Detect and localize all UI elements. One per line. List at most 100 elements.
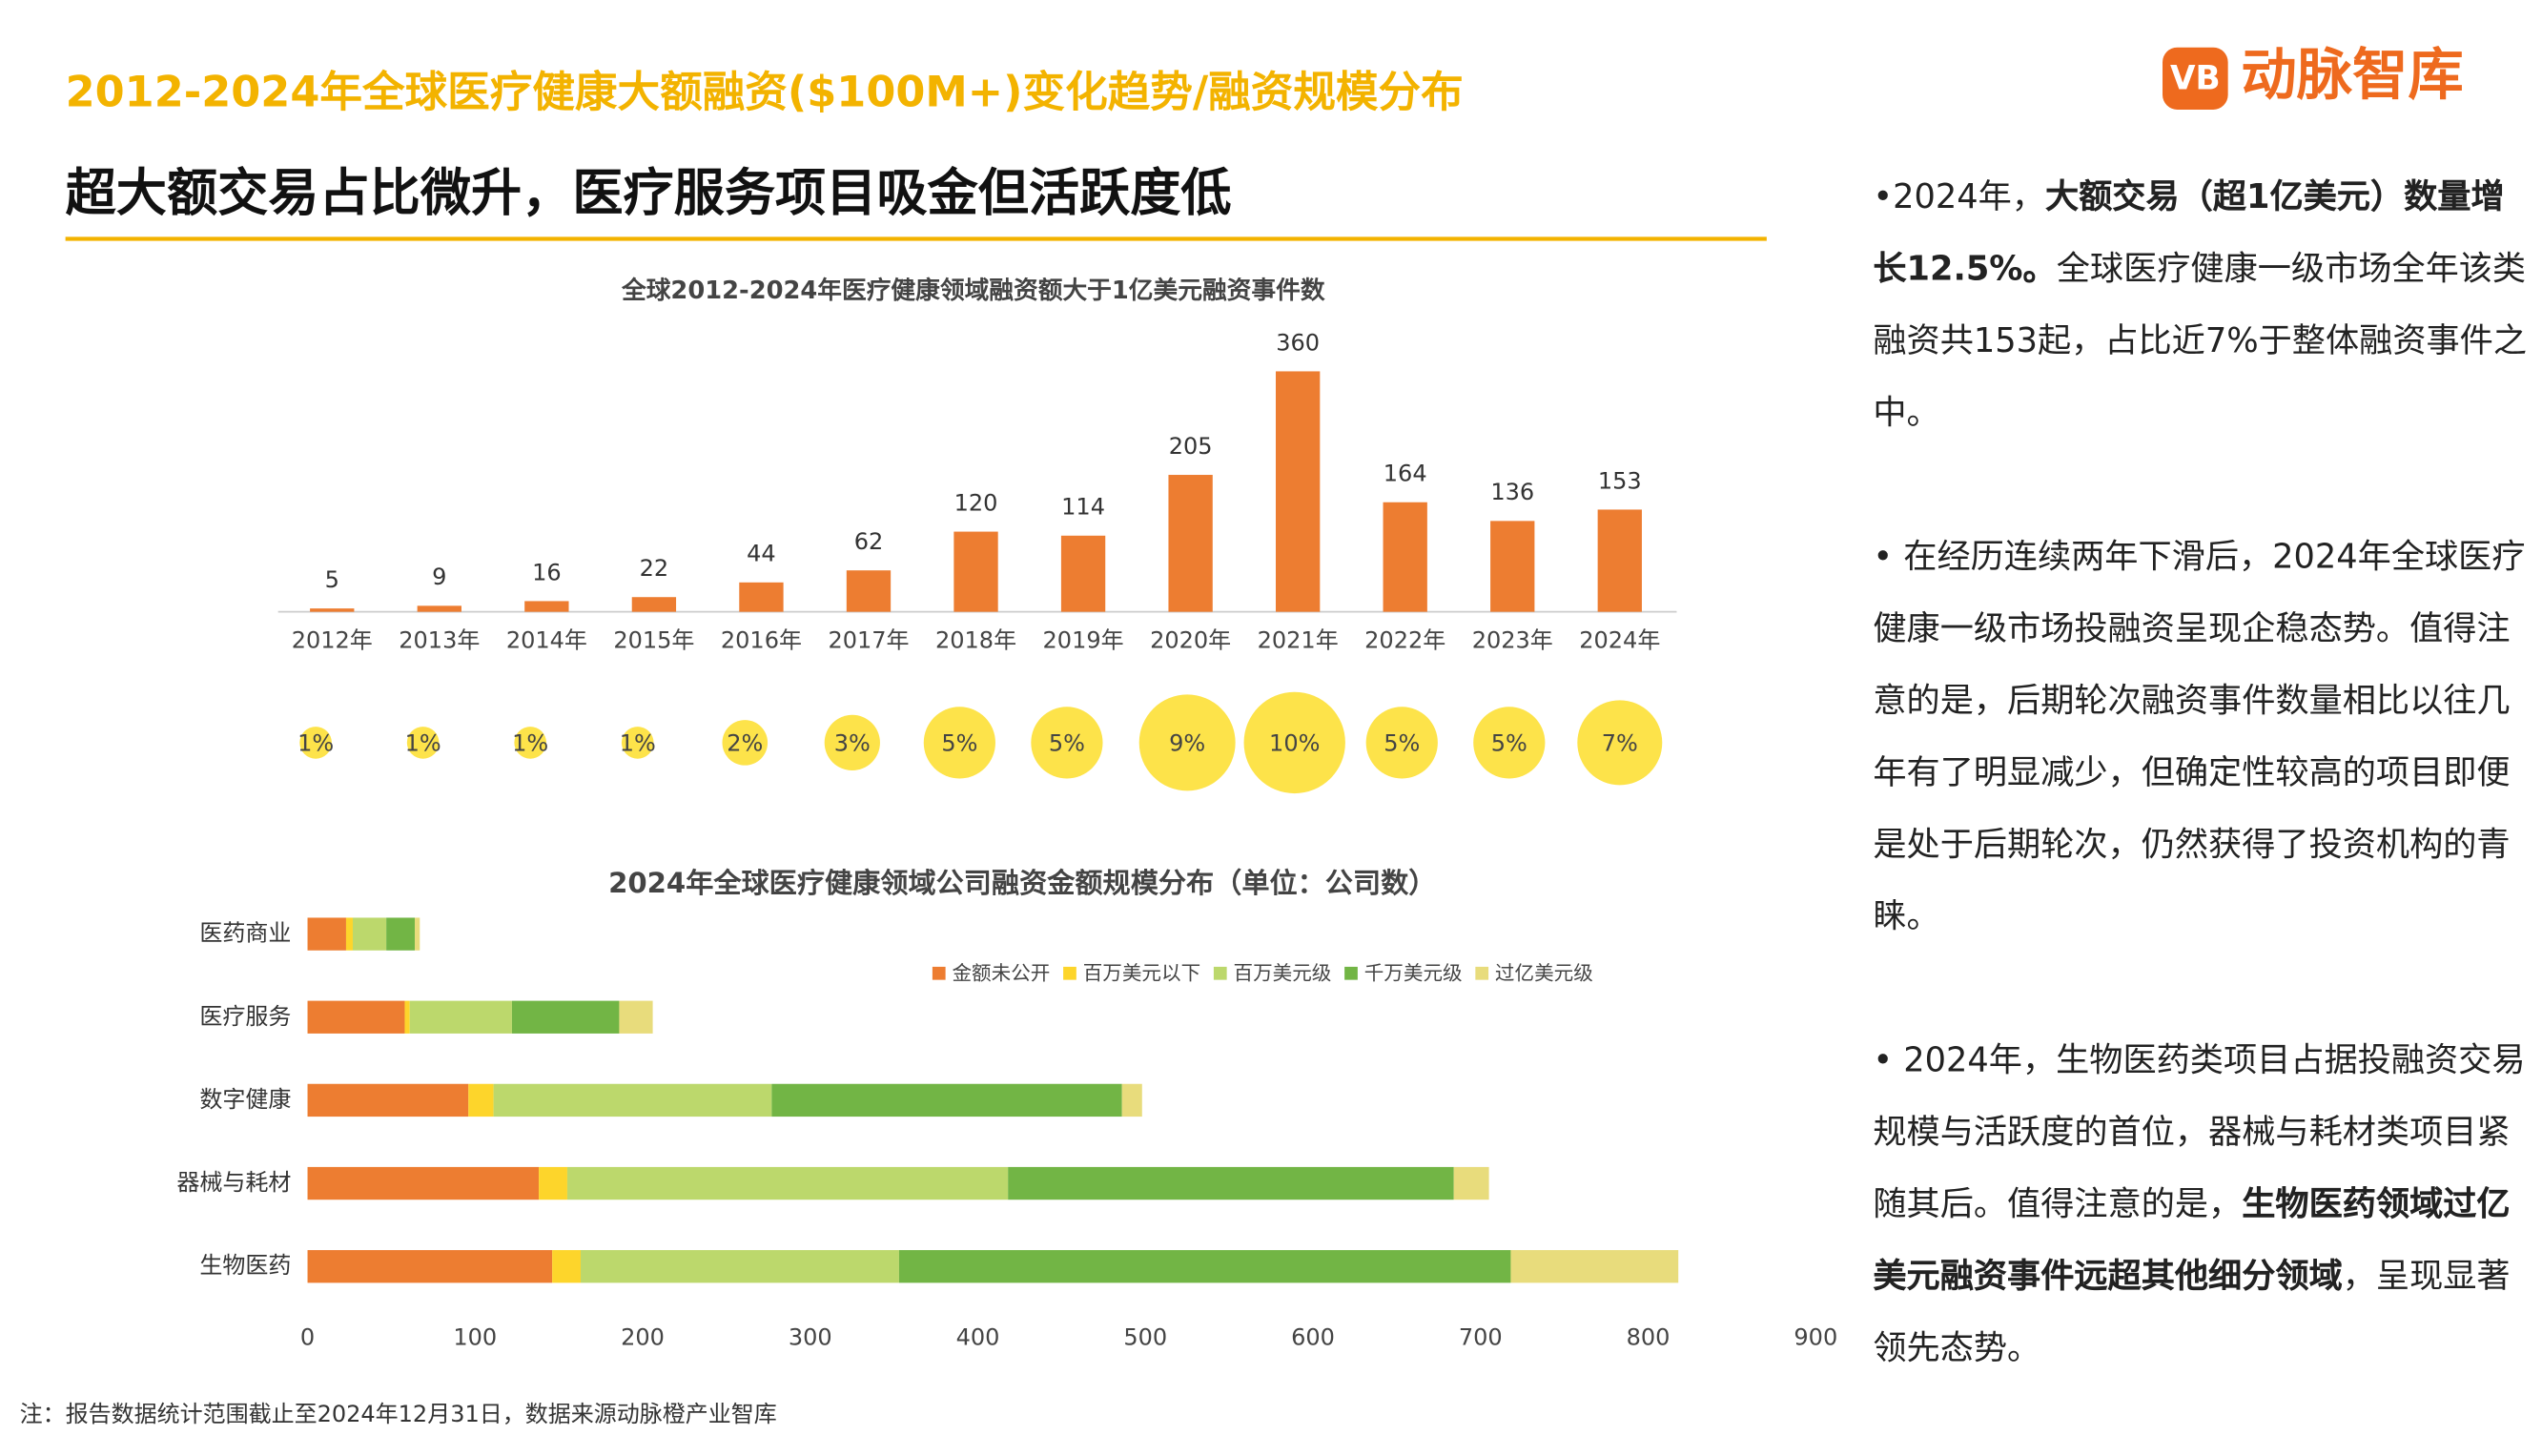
share-label: 5% (1384, 730, 1420, 757)
bar-segment (409, 1000, 512, 1034)
share-label: 3% (834, 730, 871, 757)
share-bubble (1138, 694, 1236, 791)
x-tick-label: 2014年 (506, 627, 587, 654)
bar-segment (307, 1166, 540, 1200)
bar (739, 582, 784, 612)
bar-segment (493, 1083, 772, 1118)
x-tick-label: 2018年 (935, 627, 1016, 654)
share-label: 7% (1602, 730, 1638, 757)
text-segment: • 在经历连续两年下滑后，2024年全球医疗健康一级市场投融资呈现企稳态势。值得… (1873, 536, 2526, 936)
bar-segment (898, 1250, 1511, 1283)
data-label: 136 (1490, 479, 1534, 505)
chart-title: 全球2012-2024年医疗健康领域融资额大于1亿美元融资事件数 (621, 276, 1325, 305)
x-tick-label: 0 (300, 1323, 315, 1350)
data-label: 22 (640, 555, 669, 582)
bar-segment (307, 1083, 469, 1118)
bar-segment (511, 1000, 620, 1034)
bar (1490, 521, 1535, 612)
bar (1060, 535, 1106, 612)
bar (1597, 509, 1642, 612)
logo-icon: VB (2170, 60, 2221, 98)
text-segment: • 2024年，生物医药类项目占据投融资交易规模与活跃度的首位，器械与耗材类项目… (1873, 1040, 2526, 1224)
data-label: 44 (747, 541, 776, 567)
bar-segment (581, 1250, 899, 1283)
paragraph: •2024年，大额交易（超1亿美元）数量增长12.5%。全球医疗健康一级市场全年… (1873, 160, 2531, 448)
bar (1275, 371, 1321, 612)
bar-segment (1121, 1083, 1142, 1118)
share-bubble (1473, 707, 1546, 779)
text-segment: 生物医药领域过亿美元融资事件远超其他细分领域 (1873, 1184, 2511, 1296)
bar (953, 531, 998, 612)
y-tick-label: 生物医药 (199, 1252, 291, 1279)
data-label: 9 (432, 564, 446, 590)
chart-title: 2024年全球医疗健康领域公司融资金额规模分布（单位：公司数） (608, 867, 1436, 899)
share-bubble (621, 727, 654, 759)
logo-box (2163, 47, 2228, 110)
share-label: 5% (1049, 730, 1085, 757)
data-label: 164 (1384, 461, 1427, 487)
bar-segment (352, 917, 387, 951)
x-tick-label: 2013年 (399, 627, 480, 654)
x-tick-label: 2012年 (292, 627, 373, 654)
page-subtitle: 超大额交易占比微升，医疗服务项目吸金但活跃度低 (66, 164, 1232, 223)
y-tick-label: 器械与耗材 (176, 1169, 291, 1196)
x-tick-label: 300 (789, 1323, 832, 1350)
x-tick-label: 2021年 (1258, 627, 1339, 654)
bar (310, 608, 355, 612)
y-tick-label: 数字健康 (199, 1086, 291, 1113)
data-label: 114 (1061, 494, 1105, 521)
share-bubble (824, 714, 880, 771)
data-label: 16 (532, 559, 562, 585)
x-tick-label: 2023年 (1472, 627, 1553, 654)
x-tick-label: 2020年 (1150, 627, 1231, 654)
share-label: 5% (1491, 730, 1527, 757)
text-segment: ，呈现显著领先态势。 (1873, 1256, 2511, 1368)
text-segment: 大额交易（超1亿美元）数量增长12.5%。 (1873, 176, 2505, 288)
bar (631, 597, 677, 612)
share-label: 1% (297, 730, 334, 757)
bar-segment (539, 1166, 567, 1200)
bar-segment (771, 1083, 1122, 1118)
share-bubble (1031, 707, 1103, 779)
text-segment: •2024年， (1873, 176, 2045, 216)
x-tick-label: 100 (453, 1323, 497, 1350)
share-bubble (1243, 691, 1345, 794)
x-tick-label: 700 (1459, 1323, 1503, 1350)
text-segment: 全球医疗健康一级市场全年该类融资共153起，占比近7%于整体融资事件之中。 (1873, 248, 2528, 432)
data-label: 62 (854, 528, 884, 555)
share-label: 10% (1269, 730, 1320, 757)
bar-segment (307, 917, 346, 951)
legend-swatch (1213, 966, 1227, 980)
bar-segment (552, 1250, 582, 1283)
paragraph: • 在经历连续两年下滑后，2024年全球医疗健康一级市场投融资呈现企稳态势。值得… (1873, 521, 2531, 953)
bar-segment (1510, 1250, 1679, 1283)
share-label: 2% (727, 730, 763, 757)
text-panel: •2024年，大额交易（超1亿美元）数量增长12.5%。全球医疗健康一级市场全年… (1873, 160, 2531, 1456)
bar-segment (1453, 1166, 1489, 1200)
share-label: 9% (1169, 730, 1205, 757)
x-tick-label: 2024年 (1579, 627, 1660, 654)
share-bubble (722, 720, 769, 766)
share-bubble (514, 727, 547, 759)
share-label: 1% (405, 730, 441, 757)
bar-segment (415, 917, 420, 951)
x-tick-label: 2016年 (721, 627, 802, 654)
bar-segment (404, 1000, 410, 1034)
bar (1383, 502, 1427, 612)
data-label: 153 (1598, 467, 1642, 494)
legend-swatch (932, 966, 946, 980)
share-bubble (1577, 700, 1663, 786)
legend-label: 千万美元级 (1364, 962, 1463, 985)
x-tick-label: 900 (1794, 1323, 1837, 1350)
y-tick-label: 医疗服务 (199, 1003, 291, 1030)
x-tick-label: 2017年 (828, 627, 909, 654)
y-tick-label: 医药商业 (199, 920, 291, 947)
bar-segment (619, 1000, 653, 1034)
x-tick-label: 2022年 (1364, 627, 1445, 654)
bar-segment (386, 917, 416, 951)
data-label: 205 (1169, 433, 1213, 460)
bar (417, 605, 461, 612)
data-label: 360 (1276, 329, 1320, 356)
